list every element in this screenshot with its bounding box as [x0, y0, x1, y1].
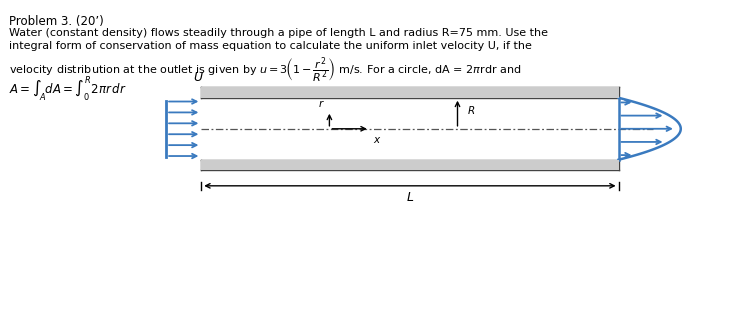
Text: integral form of conservation of mass equation to calculate the uniform inlet ve: integral form of conservation of mass eq…: [9, 41, 531, 52]
Text: Water (constant density) flows steadily through a pipe of length L and radius R=: Water (constant density) flows steadily …: [9, 28, 548, 38]
Text: R: R: [468, 106, 475, 116]
Text: velocity distribution at the outlet is given by $u = 3\!\left(1 - \dfrac{r^2}{R^: velocity distribution at the outlet is g…: [9, 55, 521, 85]
Text: Problem 3. (20’): Problem 3. (20’): [9, 15, 103, 28]
Text: $A = \int_{\!A} dA = \int_0^R 2\pi r\,dr$: $A = \int_{\!A} dA = \int_0^R 2\pi r\,dr…: [9, 74, 127, 103]
Text: U: U: [193, 71, 202, 84]
Text: L: L: [406, 191, 414, 204]
Text: r: r: [318, 99, 323, 109]
Text: x: x: [373, 135, 379, 145]
